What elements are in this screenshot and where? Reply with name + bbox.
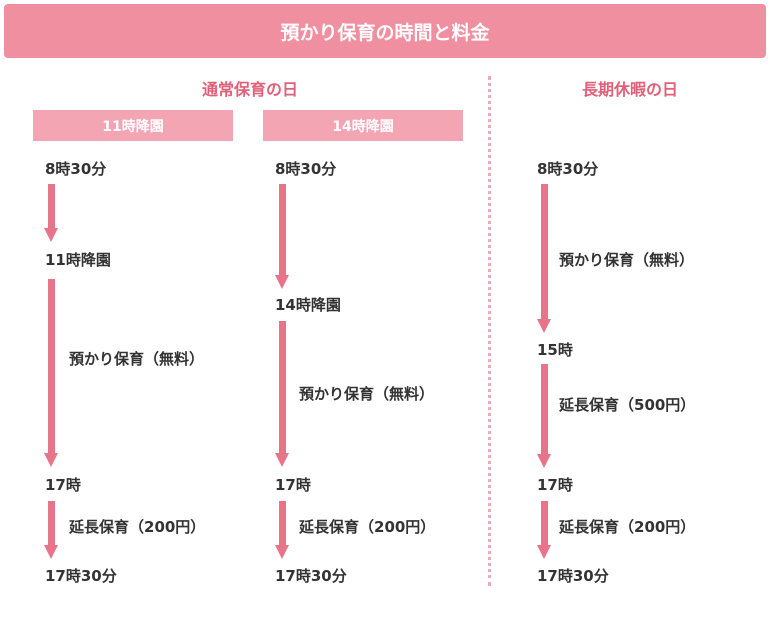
time-label: 14時降園 xyxy=(275,296,341,314)
span-label: 延長保育（500円） xyxy=(559,396,696,414)
time-label: 15時 xyxy=(537,341,573,359)
span-label: 延長保育（200円） xyxy=(559,518,696,536)
section-title-holiday: 長期休暇の日 xyxy=(581,80,678,99)
time-label: 17時30分 xyxy=(275,567,347,585)
span-label: 預かり保育（無料） xyxy=(69,350,205,368)
column-divider xyxy=(488,76,491,586)
column-header-11: 11時降園 xyxy=(33,110,233,141)
span-label: 預かり保育（無料） xyxy=(299,385,435,403)
time-label: 17時 xyxy=(275,476,311,494)
time-label: 17時30分 xyxy=(45,567,117,585)
time-label: 8時30分 xyxy=(275,160,337,178)
time-label: 8時30分 xyxy=(537,160,599,178)
span-label: 預かり保育（無料） xyxy=(559,251,695,269)
title-banner: 預かり保育の時間と料金 xyxy=(4,4,766,58)
span-label: 延長保育（200円） xyxy=(299,518,436,536)
span-label: 延長保育（200円） xyxy=(69,518,206,536)
time-label: 17時30分 xyxy=(537,567,609,585)
page-title: 預かり保育の時間と料金 xyxy=(280,21,490,44)
time-label: 17時 xyxy=(45,476,81,494)
column-header-label: 11時降園 xyxy=(102,118,164,135)
time-label: 11時降園 xyxy=(45,251,111,269)
time-label: 8時30分 xyxy=(45,160,107,178)
column-header-label: 14時降園 xyxy=(332,118,394,135)
section-title-regular: 通常保育の日 xyxy=(201,80,298,99)
column-header-14: 14時降園 xyxy=(263,110,463,141)
time-label: 17時 xyxy=(537,476,573,494)
